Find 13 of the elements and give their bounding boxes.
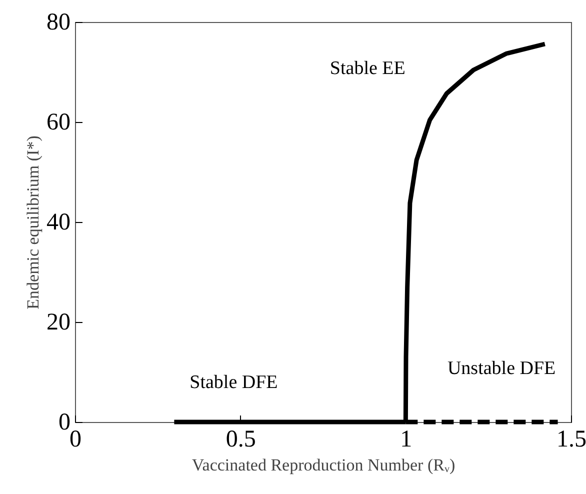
- x-axis-title: Vaccinated Reproduction Number (Rᵥ): [192, 456, 456, 474]
- x-tick-label: 1: [400, 426, 412, 452]
- y-tick-label: 0: [58, 410, 70, 436]
- x-tick-label: 0.5: [226, 426, 256, 452]
- y-tick-label: 60: [46, 110, 70, 136]
- y-tick-label: 80: [46, 10, 70, 36]
- annotation: Unstable DFE: [447, 358, 556, 379]
- annotation: Stable EE: [330, 58, 406, 79]
- annotation: Stable DFE: [190, 372, 278, 393]
- x-tick-label: 1.5: [556, 426, 586, 452]
- y-tick-label: 40: [46, 210, 70, 236]
- y-tick-label: 20: [46, 310, 70, 336]
- y-axis-title: Endemic equilibrium (I*): [24, 136, 42, 310]
